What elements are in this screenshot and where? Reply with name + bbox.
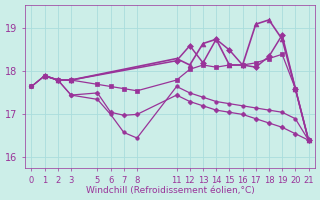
X-axis label: Windchill (Refroidissement éolien,°C): Windchill (Refroidissement éolien,°C) [86,186,254,195]
